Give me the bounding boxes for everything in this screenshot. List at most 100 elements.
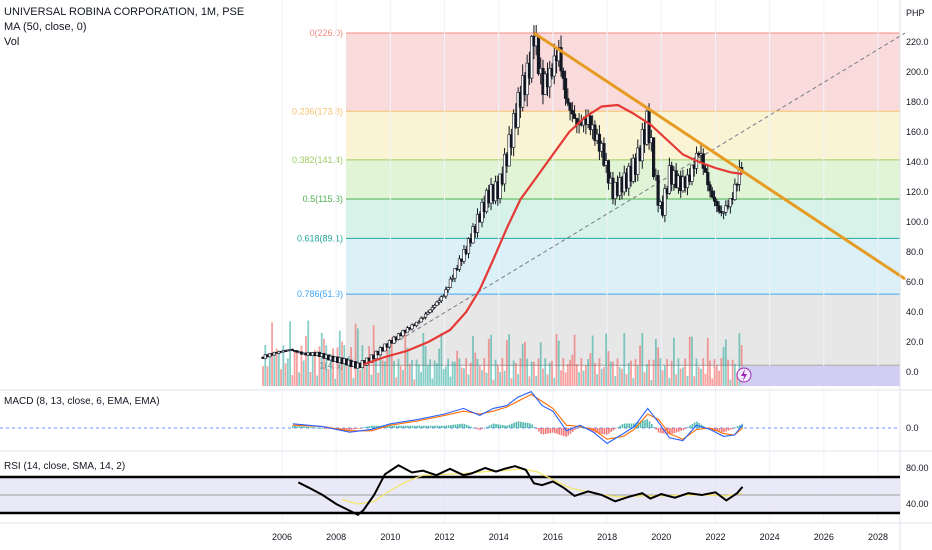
diagonal-trendline[interactable] <box>357 32 906 366</box>
macd-histogram-bar <box>422 425 425 428</box>
volume-bar <box>485 372 488 386</box>
volume-indicator-label[interactable]: Vol <box>4 36 20 48</box>
macd-histogram-bar <box>305 426 308 428</box>
volume-bar <box>715 365 718 386</box>
macd-histogram-bar <box>501 425 504 428</box>
macd-histogram-bar <box>450 425 452 428</box>
volume-bar <box>600 368 603 386</box>
macd-histogram-bar <box>520 421 522 428</box>
volume-bar <box>711 378 714 386</box>
fibonacci-retracement[interactable]: 0(226.0) 0.236(173.8) 0.382(141.4) 0.5(115.… <box>292 28 900 370</box>
volume-bar <box>386 345 389 386</box>
macd-histogram-bar <box>463 423 466 428</box>
macd-histogram-bar <box>465 424 468 428</box>
volume-bar <box>684 358 687 386</box>
volume-bar <box>575 364 578 386</box>
macd-histogram-bar <box>416 425 418 428</box>
macd-histogram-bar <box>660 428 662 433</box>
volume-bar <box>736 372 739 386</box>
descending-trendline[interactable] <box>533 31 906 281</box>
macd-histogram-bar <box>301 426 303 428</box>
macd-line <box>292 390 743 445</box>
volume-bar <box>548 362 551 386</box>
macd-histogram-bar <box>680 428 682 431</box>
volume-bar <box>729 379 732 386</box>
candle-body <box>656 175 660 206</box>
ma-line-path <box>362 103 743 366</box>
time-tick-label: 2028 <box>868 532 888 542</box>
macd-histogram-bar <box>551 428 554 433</box>
candle-body <box>383 343 387 352</box>
macd-histogram-bar <box>359 428 362 429</box>
macd-histogram-bar <box>635 422 637 428</box>
alert-icon[interactable] <box>736 367 752 383</box>
volume-bar <box>614 376 617 386</box>
macd-histogram-bar <box>619 425 621 428</box>
macd-histogram-bar <box>678 428 680 432</box>
volume-bar <box>415 359 418 386</box>
macd-histogram-bar <box>445 425 448 428</box>
macd-histogram-bar <box>650 424 653 428</box>
volume-bar <box>483 358 486 386</box>
macd-indicator-label[interactable]: MACD (8, 13, close, 6, EMA, EMA) <box>4 396 160 407</box>
volume-bar <box>456 350 459 386</box>
volume-bar <box>738 333 741 386</box>
volume-bar <box>505 340 508 386</box>
volume-bar <box>397 358 400 386</box>
candle-body <box>712 196 717 202</box>
macd-histogram-bar <box>646 419 649 428</box>
price-tick-label: 80.0 <box>906 247 924 257</box>
diagonal-line <box>357 32 906 366</box>
macd-histogram-bar <box>339 428 342 430</box>
volume-bar <box>724 339 727 386</box>
volume-bar <box>612 361 614 386</box>
candle-body <box>433 304 437 308</box>
macd-histogram-bar <box>420 425 423 428</box>
volume-bar <box>411 360 413 386</box>
macd-histogram-bar <box>481 428 484 429</box>
macd-pane: 0.0 <box>0 390 919 445</box>
ma-indicator-label[interactable]: MA (50, close, 0) <box>4 21 87 33</box>
volume-bar <box>512 360 515 386</box>
volume-bar <box>555 334 558 386</box>
macd-histogram-bar <box>447 425 450 428</box>
macd-histogram-bar <box>718 428 721 432</box>
candle-body <box>552 55 556 77</box>
macd-histogram-bar <box>395 425 398 428</box>
macd-histogram-bar <box>628 423 631 428</box>
volume-bar <box>327 368 330 386</box>
macd-histogram-bar <box>497 424 500 428</box>
volume-bar <box>695 358 698 386</box>
volume-bar <box>302 360 305 386</box>
volume-bar <box>282 345 285 386</box>
macd-histogram-bar <box>418 425 421 428</box>
volume-bar <box>286 358 289 386</box>
macd-histogram-bar <box>675 428 678 433</box>
volume-bar <box>627 362 630 386</box>
macd-histogram-bar <box>571 428 574 432</box>
macd-histogram-bar <box>517 421 520 428</box>
price-tick-label: 20.0 <box>906 337 924 347</box>
volume-bar <box>268 355 271 386</box>
volume-bar <box>325 345 328 386</box>
macd-histogram-bar <box>587 428 590 431</box>
candle-body <box>651 137 656 177</box>
macd-histogram-bar <box>407 425 409 428</box>
macd-histogram-bar <box>544 428 547 434</box>
macd-histogram-bar <box>319 427 321 429</box>
macd-histogram-bar <box>393 425 396 428</box>
macd-histogram-bar <box>314 427 317 429</box>
candle-body <box>715 200 719 207</box>
candle-body <box>530 36 534 79</box>
macd-histogram-bar <box>357 428 360 429</box>
volume-bar <box>458 358 461 386</box>
rsi-indicator-label[interactable]: RSI (14, close, SMA, 14, 2) <box>4 461 126 472</box>
macd-histogram-bar <box>303 426 305 428</box>
macd-histogram-bar <box>479 428 482 431</box>
rsi-tick-label: 40.00 <box>906 499 929 509</box>
candle-body <box>701 153 705 169</box>
volume-bar <box>393 360 395 386</box>
volume-bar <box>722 346 725 386</box>
candle-body <box>421 316 425 319</box>
